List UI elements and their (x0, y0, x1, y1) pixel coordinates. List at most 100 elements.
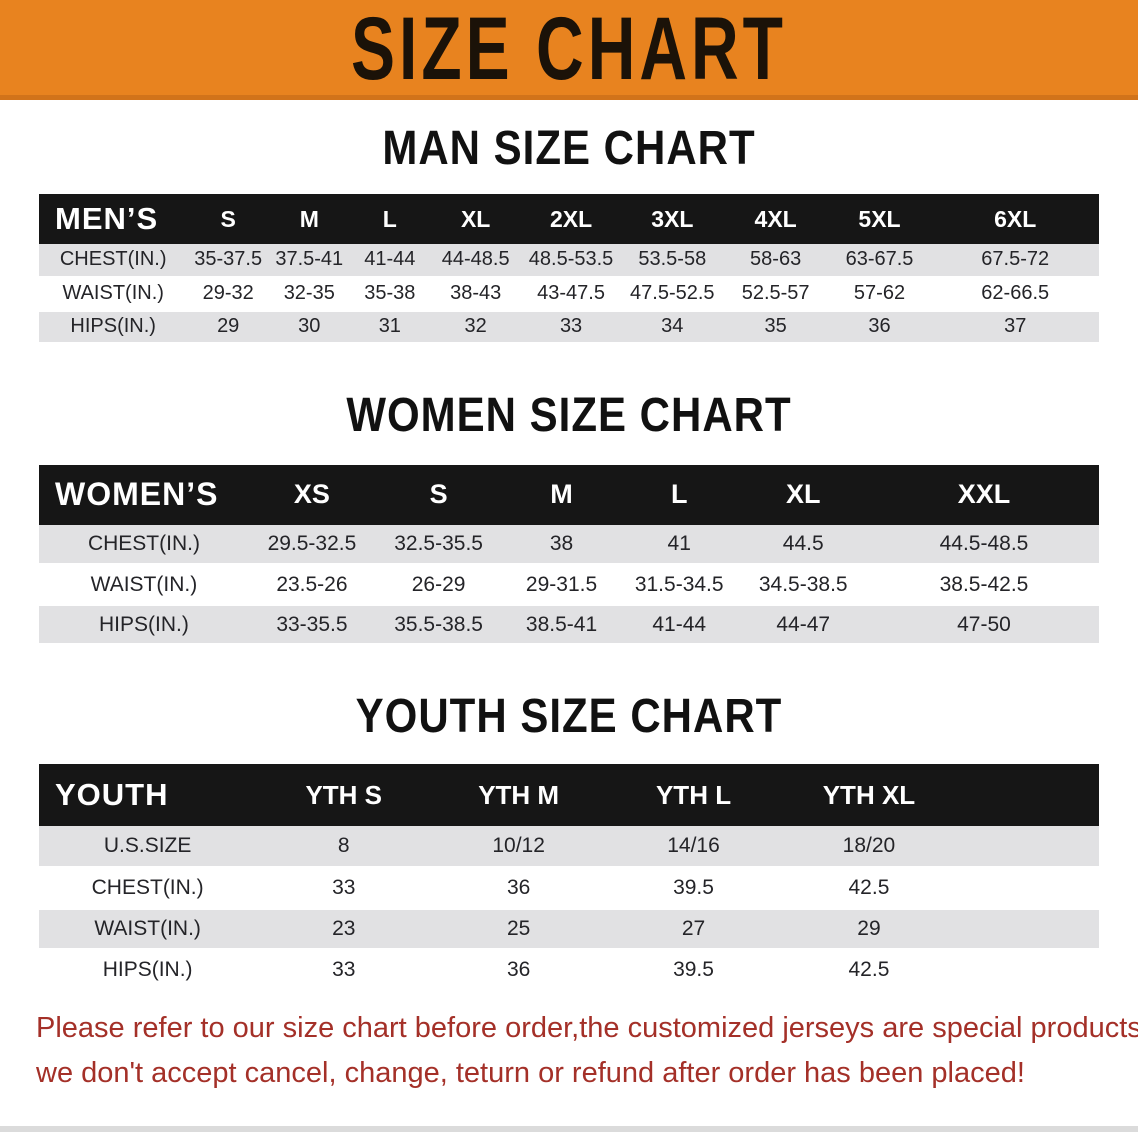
size-value-cell: 62-66.5 (931, 277, 1099, 312)
size-column-header: S (429, 479, 448, 509)
size-value-cell: 41 (620, 524, 738, 566)
disclaimer-line-1: Please refer to our size chart before or… (36, 1011, 1138, 1044)
size-value-cell: 32.5-35.5 (375, 524, 503, 566)
size-value-cell: 44-47 (737, 604, 869, 646)
size-value-cell: 36 (827, 310, 932, 345)
youth-section-heading: YOUTH SIZE CHART (0, 646, 1138, 764)
table-header-row: WOMEN’S XS S M L XL XXL (39, 464, 1099, 525)
size-value-cell: 29 (187, 310, 269, 345)
size-column-header: M (299, 205, 319, 232)
size-value-cell: 8 (256, 826, 432, 869)
bottom-strip (0, 1126, 1138, 1132)
size-value-cell: 48.5-53.5 (521, 244, 621, 279)
size-value-cell: 32-35 (269, 277, 350, 312)
size-value-cell: 52.5-57 (723, 277, 828, 312)
size-value-cell: 29.5-32.5 (248, 524, 375, 566)
size-column-header: 6XL (994, 205, 1037, 232)
size-value-cell: 44.5-48.5 (868, 524, 1099, 566)
youth-section: YOUTH SIZE CHART YOUTH YTH S YTH M YTH L YTH… (0, 646, 1138, 992)
size-column-header: YTH XL (822, 779, 916, 810)
size-value-cell: 47-50 (868, 604, 1099, 646)
size-value-cell: 29 (780, 908, 957, 951)
men-section: MAN SIZE CHART MEN’S S M L XL 2XL 3XL 4XL 5XL 6XL… (0, 100, 1138, 345)
empty-cell (956, 867, 1099, 910)
table-row: U.S.SIZE 8 10/12 14/16 18/20 (39, 826, 1099, 869)
size-column-header: 2XL (549, 205, 593, 232)
size-value-cell: 31.5-34.5 (620, 564, 738, 606)
size-value-cell: 38.5-41 (502, 604, 621, 646)
row-label: CHEST(IN.) (39, 867, 257, 910)
empty-cell (956, 826, 1099, 869)
size-value-cell: 44.5 (737, 524, 869, 566)
men-size-table: MEN’S S M L XL 2XL 3XL 4XL 5XL 6XL CHEST(IN.) 35-37… (39, 194, 1099, 345)
size-column-header: L (382, 205, 397, 232)
disclaimer-line-2: we don't accept cancel, change, teturn o… (36, 1056, 1025, 1089)
size-column-header: S (220, 205, 236, 232)
table-header-row: YOUTH YTH S YTH M YTH L YTH XL (39, 764, 1099, 826)
size-column-header: YTH L (655, 779, 732, 810)
size-value-cell: 23.5-26 (248, 564, 375, 606)
empty-cell (956, 908, 1099, 951)
size-value-cell: 35-37.5 (187, 244, 269, 279)
size-column-header: XL (460, 205, 491, 232)
size-column-header: YTH M (478, 779, 560, 810)
table-corner-label: YOUTH (55, 777, 169, 812)
size-value-cell: 30 (269, 310, 350, 345)
size-value-cell: 33 (256, 867, 432, 910)
size-value-cell: 33 (521, 310, 621, 345)
table-corner-label: MEN’S (55, 201, 159, 236)
table-row: HIPS(IN.) 33-35.5 35.5-38.5 38.5-41 41-44 44-… (39, 604, 1099, 646)
size-value-cell: 44-48.5 (430, 244, 522, 279)
row-label: WAIST(IN.) (39, 277, 188, 312)
size-value-cell: 14/16 (606, 826, 781, 869)
size-chart-banner: SIZE CHART (0, 0, 1138, 100)
size-value-cell: 25 (431, 908, 607, 951)
size-value-cell: 36 (431, 949, 607, 992)
size-value-cell: 39.5 (606, 867, 781, 910)
row-label: HIPS(IN.) (39, 949, 257, 992)
size-value-cell: 36 (431, 867, 607, 910)
table-row: CHEST(IN.) 35-37.5 37.5-41 41-44 44-48.5 48.5… (39, 244, 1099, 279)
empty-header-cell (957, 764, 1099, 826)
size-value-cell: 57-62 (827, 277, 932, 312)
disclaimer: Please refer to our size chart before or… (0, 1006, 1138, 1096)
size-value-cell: 42.5 (780, 867, 957, 910)
size-value-cell: 39.5 (606, 949, 781, 992)
size-value-cell: 38.5-42.5 (868, 564, 1099, 606)
row-label: HIPS(IN.) (39, 310, 188, 345)
size-value-cell: 10/12 (431, 826, 607, 869)
size-value-cell: 31 (349, 310, 431, 345)
size-value-cell: 34 (620, 310, 724, 345)
size-value-cell: 43-47.5 (521, 277, 621, 312)
size-value-cell: 23 (256, 908, 432, 951)
size-column-header: XXL (957, 479, 1011, 509)
men-section-heading-text: MAN SIZE CHART (382, 120, 756, 175)
youth-size-table: YOUTH YTH S YTH M YTH L YTH XL U.S.SIZE 8 10/12… (39, 764, 1099, 992)
size-value-cell: 33 (256, 949, 432, 992)
size-column-header: XS (293, 479, 330, 509)
size-value-cell: 34.5-38.5 (737, 564, 869, 606)
women-section-heading-text: WOMEN SIZE CHART (346, 386, 792, 441)
size-column-header: 3XL (651, 205, 694, 232)
size-value-cell: 26-29 (375, 564, 503, 606)
table-row: WAIST(IN.) 29-32 32-35 35-38 38-43 43-47.5 47.… (39, 277, 1099, 312)
size-value-cell: 35 (723, 310, 828, 345)
table-header-row: MEN’S S M L XL 2XL 3XL 4XL 5XL 6XL (39, 194, 1099, 244)
size-value-cell: 41-44 (349, 244, 431, 279)
empty-cell (956, 949, 1099, 992)
row-label: WAIST(IN.) (39, 564, 249, 606)
banner-title: SIZE CHART (351, 0, 787, 98)
size-value-cell: 38-43 (430, 277, 522, 312)
row-label: WAIST(IN.) (39, 908, 257, 951)
women-section-heading: WOMEN SIZE CHART (0, 345, 1138, 465)
size-column-header: 4XL (754, 205, 797, 232)
table-corner-label: WOMEN’S (55, 476, 219, 512)
youth-section-heading-text: YOUTH SIZE CHART (355, 688, 783, 743)
size-value-cell: 41-44 (620, 604, 738, 646)
size-value-cell: 38 (502, 524, 621, 566)
size-value-cell: 37.5-41 (269, 244, 350, 279)
size-value-cell: 35-38 (349, 277, 431, 312)
size-column-header: 5XL (858, 205, 901, 232)
size-column-header: M (550, 479, 573, 509)
size-value-cell: 67.5-72 (931, 244, 1099, 279)
